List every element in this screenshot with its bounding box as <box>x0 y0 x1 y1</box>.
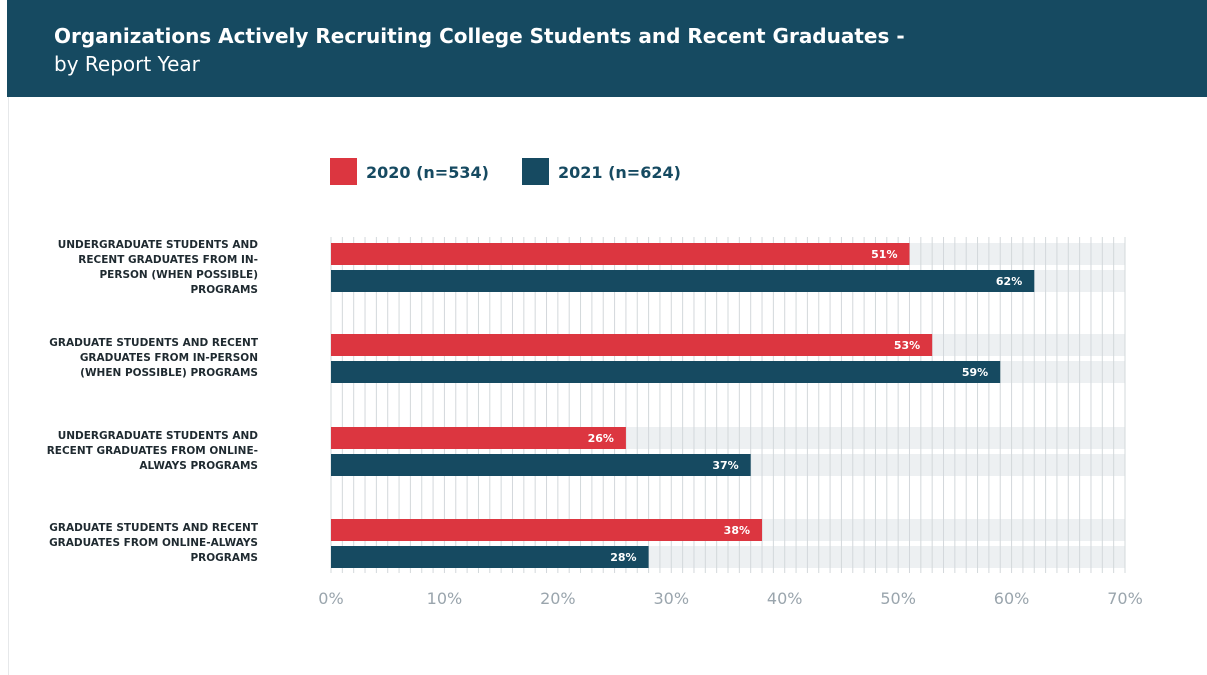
x-tick-label: 50% <box>880 589 916 608</box>
border <box>8 97 9 675</box>
bar <box>331 427 626 449</box>
bar <box>331 546 649 568</box>
bar-value-label: 28% <box>610 551 636 564</box>
bar-value-label: 38% <box>724 524 750 537</box>
y-tick-label: UNDERGRADUATE STUDENTS AND RECENT GRADUA… <box>57 238 258 296</box>
chart-subtitle: by Report Year <box>54 52 200 76</box>
x-tick-label: 60% <box>994 589 1030 608</box>
bar-value-label: 59% <box>962 366 988 379</box>
bar <box>331 361 1001 383</box>
chart-title: Organizations Actively Recruiting Colleg… <box>54 24 905 48</box>
legend-label: 2020 (n=534) <box>366 163 489 182</box>
x-tick-label: 40% <box>767 589 803 608</box>
y-tick-label: GRADUATE STUDENTS AND RECENT GRADUATES F… <box>49 522 258 564</box>
bar <box>331 334 933 356</box>
y-tick-label: UNDERGRADUATE STUDENTS AND RECENT GRADUA… <box>46 430 258 472</box>
bar-value-label: 62% <box>996 275 1022 288</box>
header: Organizations Actively Recruiting Colleg… <box>7 0 1207 97</box>
bar <box>331 270 1035 292</box>
bar <box>331 243 910 265</box>
x-tick-label: 30% <box>654 589 690 608</box>
legend-label: 2021 (n=624) <box>558 163 681 182</box>
legend-swatch <box>330 158 357 185</box>
bar <box>331 519 763 541</box>
x-tick-label: 10% <box>427 589 463 608</box>
bar-value-label: 37% <box>712 459 738 472</box>
bar-value-label: 53% <box>894 339 920 352</box>
x-tick-label: 0% <box>318 589 343 608</box>
bar-value-label: 51% <box>871 248 897 261</box>
x-tick-label: 70% <box>1107 589 1143 608</box>
bar-value-label: 26% <box>588 432 614 445</box>
y-tick-label: GRADUATE STUDENTS AND RECENT GRADUATES F… <box>49 337 258 379</box>
x-tick-label: 20% <box>540 589 576 608</box>
legend-swatch <box>522 158 549 185</box>
bar <box>331 454 751 476</box>
